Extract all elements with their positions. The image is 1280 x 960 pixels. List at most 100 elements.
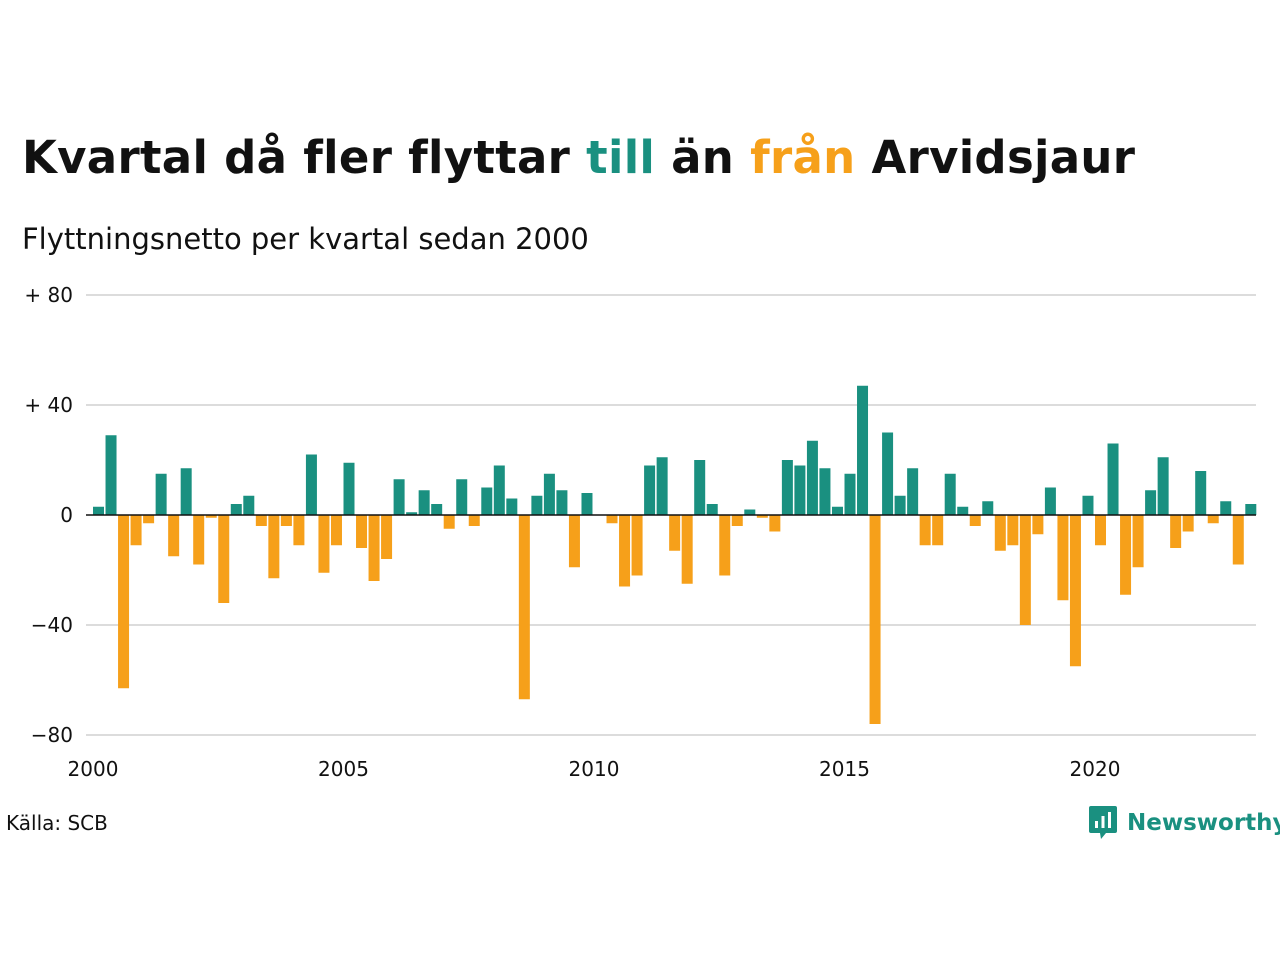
brand-name: Newsworthy	[1127, 810, 1280, 836]
bar	[205, 515, 217, 518]
bar	[869, 515, 881, 724]
bar	[806, 440, 818, 515]
bar	[255, 515, 267, 526]
bar	[193, 515, 205, 565]
bar	[393, 479, 405, 515]
bar	[318, 515, 330, 573]
bar	[769, 515, 781, 532]
newsworthy-logo-icon	[1089, 806, 1117, 839]
bar	[606, 515, 618, 524]
bar	[456, 479, 468, 515]
bar	[982, 501, 994, 515]
title-negative-word: från	[750, 131, 856, 184]
bar	[1082, 495, 1094, 515]
bar	[731, 515, 743, 526]
chart-subtitle: Flyttningsnetto per kvartal sedan 2000	[22, 222, 589, 256]
bar	[243, 495, 255, 515]
bar	[819, 468, 831, 515]
bar	[418, 490, 430, 515]
bar	[493, 465, 505, 515]
bar	[694, 460, 706, 515]
title-part-3: Arvidsjaur	[871, 131, 1136, 184]
bar	[155, 473, 167, 515]
bar	[1069, 515, 1081, 667]
bar	[293, 515, 305, 546]
bar-chart: + 80 + 40 0 −40 −80 2000 2005 2010 2015 2020	[24, 283, 1257, 781]
bar	[994, 515, 1006, 551]
bar	[631, 515, 643, 576]
bar	[118, 515, 130, 689]
bar	[894, 495, 906, 515]
bar	[907, 468, 919, 515]
bar	[857, 385, 869, 515]
x-tick-label: 2005	[318, 757, 369, 781]
bar	[406, 512, 418, 515]
bar	[518, 515, 530, 700]
bar	[1232, 515, 1244, 565]
bar	[581, 493, 593, 515]
y-tick-label: + 80	[24, 283, 73, 307]
bar	[831, 506, 843, 515]
y-tick-label: −80	[31, 723, 73, 747]
bar	[531, 495, 543, 515]
bar	[669, 515, 681, 551]
bar	[481, 487, 493, 515]
brand-logo: Newsworthy	[1088, 803, 1280, 843]
bar	[305, 454, 317, 515]
x-tick-label: 2000	[68, 757, 119, 781]
bar	[656, 457, 668, 515]
x-tick-label: 2015	[819, 757, 870, 781]
bar	[957, 506, 969, 515]
title-positive-word: till	[586, 131, 656, 184]
bar	[268, 515, 280, 579]
bar	[681, 515, 693, 584]
bar	[882, 432, 894, 515]
bar	[180, 468, 192, 515]
bar	[1182, 515, 1194, 532]
bar	[330, 515, 342, 546]
bar	[969, 515, 981, 526]
bar	[1157, 457, 1169, 515]
bar	[431, 504, 443, 515]
bar	[143, 515, 155, 524]
bar	[719, 515, 731, 576]
bar	[1170, 515, 1182, 548]
bar	[168, 515, 180, 557]
bar	[619, 515, 631, 587]
bar	[1044, 487, 1056, 515]
bar	[280, 515, 292, 526]
bar	[1195, 471, 1207, 515]
y-tick-label: 0	[60, 503, 73, 527]
bar	[381, 515, 393, 559]
bar	[1245, 504, 1257, 515]
bar	[794, 465, 806, 515]
bar	[230, 504, 242, 515]
bar	[706, 504, 718, 515]
source-note: Källa: SCB	[6, 811, 108, 835]
bar	[1207, 515, 1219, 524]
bar	[756, 515, 768, 518]
bar	[343, 462, 355, 515]
bar	[1220, 501, 1232, 515]
bar	[1120, 515, 1132, 595]
bar	[543, 473, 555, 515]
bar	[356, 515, 368, 548]
bar	[932, 515, 944, 546]
title-part-1: Kvartal då fler flyttar	[22, 131, 571, 184]
bar	[556, 490, 568, 515]
bar	[1019, 515, 1031, 625]
bar	[944, 473, 956, 515]
bar	[130, 515, 142, 546]
bar	[1107, 443, 1119, 515]
bar	[1095, 515, 1106, 546]
bars	[93, 385, 1257, 724]
x-tick-label: 2010	[569, 757, 620, 781]
bar	[105, 435, 117, 515]
y-tick-label: −40	[31, 613, 73, 637]
bar	[1007, 515, 1019, 546]
bar	[568, 515, 580, 568]
bar	[919, 515, 931, 546]
bar	[844, 473, 856, 515]
bar	[1032, 515, 1044, 535]
bar	[368, 515, 380, 581]
